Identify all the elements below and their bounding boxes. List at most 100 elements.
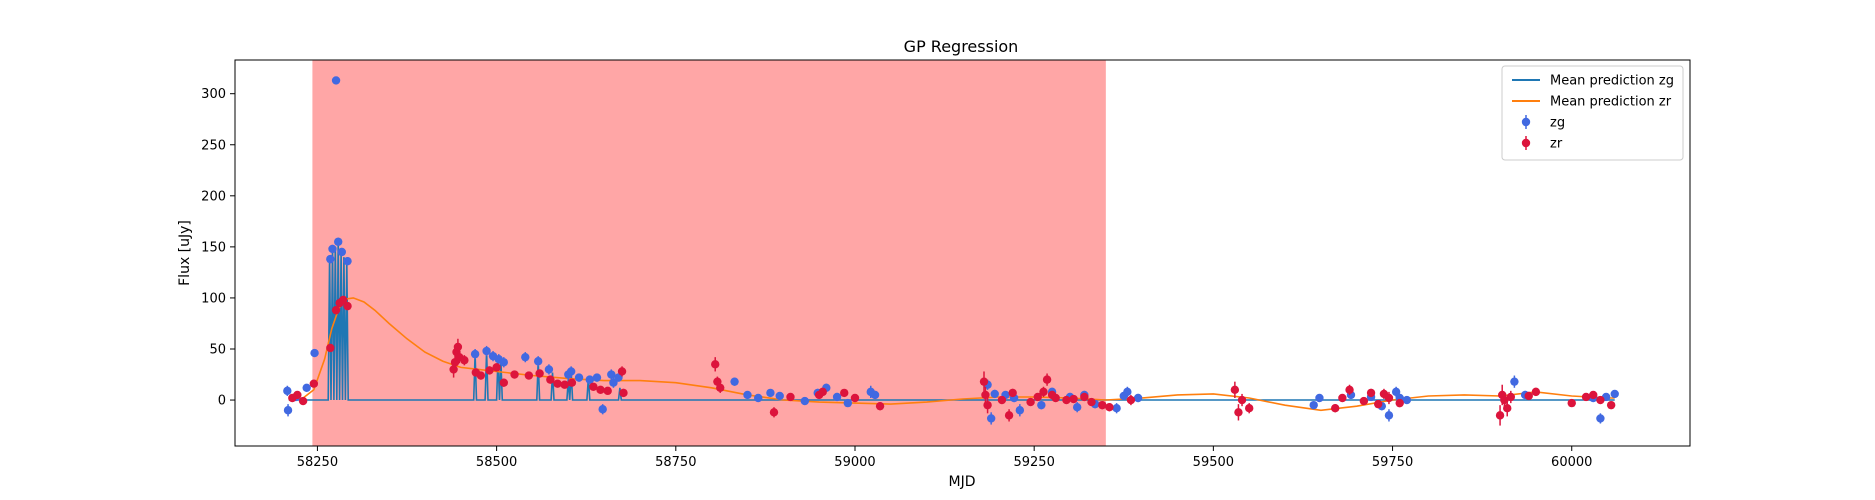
marker-zr — [524, 371, 534, 380]
x-tick-label: 58500 — [476, 455, 517, 470]
data-point-zr — [1087, 397, 1096, 407]
marker-zg — [1596, 414, 1605, 423]
data-point-zg — [1402, 395, 1412, 405]
data-point-zr — [1331, 404, 1340, 413]
data-point-zg — [283, 404, 293, 417]
data-point-zg — [337, 247, 346, 257]
data-point-zg — [598, 404, 607, 415]
marker-zg — [1309, 400, 1318, 410]
legend-box — [1501, 65, 1684, 161]
data-point-zr — [786, 392, 795, 402]
data-point-zr — [1567, 398, 1576, 408]
data-point-zr — [499, 378, 508, 387]
marker-zg — [1402, 395, 1412, 405]
legend-label-zg: zg — [1550, 116, 1565, 131]
data-point-zr — [460, 355, 469, 366]
data-point-zg — [326, 254, 335, 264]
marker-zg — [1510, 377, 1519, 386]
marker-zg — [521, 352, 530, 362]
data-points-layer — [283, 76, 1619, 426]
marker-zg — [986, 414, 996, 423]
marker-zr — [1567, 398, 1576, 408]
data-point-zr — [476, 371, 486, 380]
data-point-zr — [850, 393, 860, 403]
data-point-zr — [1589, 390, 1598, 400]
marker-zr — [499, 378, 508, 387]
data-point-zg — [1037, 400, 1046, 410]
marker-zr — [553, 379, 562, 388]
marker-zr — [460, 356, 469, 365]
legend-swatch-zg — [1521, 117, 1531, 127]
shaded-region — [312, 60, 1106, 446]
plot-area — [283, 60, 1619, 446]
marker-zr — [716, 383, 725, 392]
marker-zr — [1331, 404, 1340, 413]
data-point-zr — [1395, 398, 1404, 408]
x-tick-label: 59250 — [1013, 455, 1054, 470]
data-point-zr — [1098, 400, 1107, 410]
marker-zg — [328, 244, 337, 254]
y-tick-label: 150 — [201, 240, 226, 255]
marker-zg — [470, 349, 480, 359]
data-point-zr — [997, 395, 1007, 405]
data-point-zr — [567, 378, 577, 387]
data-point-zr — [1237, 393, 1247, 407]
marker-zr — [567, 378, 577, 387]
marker-zr — [485, 366, 494, 375]
marker-zg — [283, 406, 293, 415]
data-point-zg — [310, 348, 319, 358]
x-axis-ticks: 58250 58500 58750 59000 59250 59500 59750 60000 — [297, 446, 1592, 470]
marker-zg — [870, 390, 880, 400]
marker-zr — [1581, 392, 1591, 402]
y-tick-label: 100 — [201, 291, 226, 306]
marker-zr — [1237, 395, 1247, 405]
marker-zr — [293, 390, 302, 400]
marker-zg — [1133, 393, 1143, 403]
marker-zg — [585, 375, 594, 384]
data-point-zr — [343, 301, 352, 311]
marker-zg — [533, 357, 543, 366]
marker-zr — [786, 392, 795, 402]
plot-frame — [234, 59, 1691, 447]
data-point-zg — [343, 256, 352, 266]
data-point-zg — [1309, 400, 1318, 410]
data-point-zg — [283, 385, 292, 396]
data-point-zr — [293, 390, 302, 400]
marker-zg — [1037, 400, 1046, 410]
marker-zr — [1051, 393, 1060, 403]
data-point-zg — [585, 375, 594, 384]
data-point-zg — [1072, 402, 1082, 413]
marker-zr — [453, 342, 463, 352]
data-point-zg — [331, 76, 341, 85]
marker-zr — [1087, 397, 1096, 407]
marker-zg — [283, 386, 292, 396]
data-point-zr — [1606, 400, 1616, 410]
y-tick-label: 200 — [201, 189, 226, 204]
data-point-zr — [1366, 388, 1376, 398]
marker-zg — [592, 373, 602, 382]
marker-zg — [730, 377, 739, 386]
data-point-zr — [769, 407, 779, 418]
legend-swatch-zr — [1521, 138, 1531, 148]
marker-zr — [619, 388, 628, 398]
marker-zr — [1244, 404, 1254, 413]
marker-zr — [596, 385, 605, 395]
marker-zg — [1112, 404, 1121, 413]
series-line-mean-prediction-zg — [288, 241, 1615, 401]
data-point-zr — [979, 371, 989, 392]
marker-zr — [1503, 404, 1512, 413]
marker-zr — [875, 401, 885, 411]
data-point-zr — [331, 305, 341, 315]
marker-zr — [326, 343, 335, 353]
x-tick-label: 60000 — [1551, 455, 1592, 470]
marker-zr — [1495, 411, 1505, 420]
data-point-zg — [730, 377, 739, 386]
prediction-lines-layer — [288, 241, 1615, 412]
series-line-mean-prediction-zr — [288, 297, 1615, 412]
marker-zg — [1072, 402, 1082, 412]
marker-zr — [979, 377, 989, 386]
y-axis-label: Flux [uJy] — [177, 220, 193, 286]
marker-zg — [302, 383, 311, 392]
marker-zg — [598, 405, 607, 414]
data-point-zr — [1126, 394, 1136, 406]
